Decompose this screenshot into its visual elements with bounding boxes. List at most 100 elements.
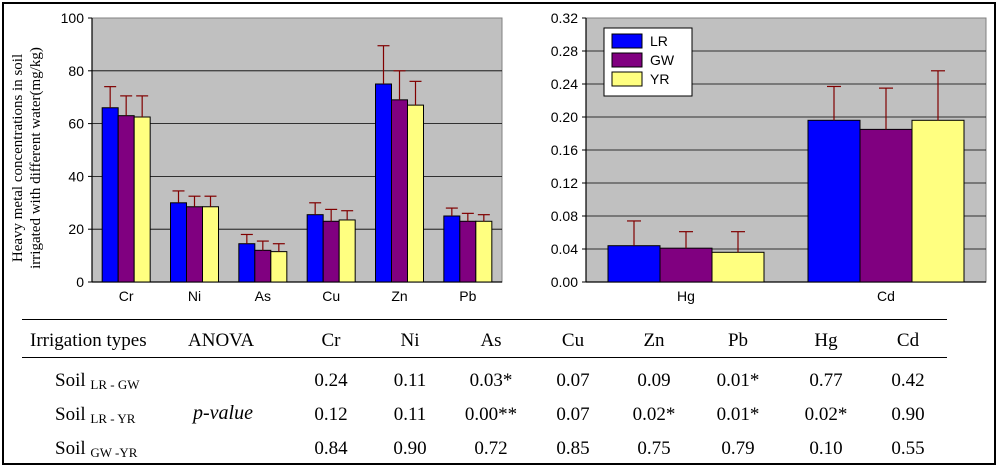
cell-value: 0.07 — [556, 404, 590, 425]
row-subscript: GW -YR — [90, 445, 138, 460]
y-tick-label: 0.24 — [551, 76, 578, 92]
y-tick-label: 0.16 — [551, 142, 578, 158]
legend-swatch-gw — [611, 52, 643, 68]
bar-lr-zn — [375, 83, 392, 283]
y-tick-label: 0.12 — [551, 175, 578, 191]
bar-yr-pb — [475, 220, 493, 283]
bar-yr-as — [270, 251, 288, 283]
y-tick-label: 0 — [76, 274, 84, 290]
cell-value: 0.24 — [314, 370, 348, 391]
bar-lr-hg — [607, 245, 661, 283]
cell-value: 0.72 — [474, 438, 508, 459]
bar-lr-cu — [306, 214, 324, 283]
row-prefix: Soil — [55, 404, 86, 425]
bar-yr-zn — [407, 104, 424, 283]
cell-value: 0.02* — [804, 404, 848, 425]
cell-value: 0.10 — [809, 438, 843, 459]
legend-swatch-lr — [611, 33, 643, 49]
row-label-lr-gw: Soil LR - GW — [55, 370, 139, 393]
cell-value: 0.90 — [393, 438, 427, 459]
x-tick-label-cu: Cu — [322, 288, 340, 304]
x-tick-label-zn: Zn — [391, 288, 407, 304]
bar-yr-cu — [338, 219, 356, 283]
cell-value: 0.77 — [809, 370, 843, 391]
cell-value: 0.84 — [314, 438, 348, 459]
x-tick-label-ni: Ni — [188, 288, 201, 304]
chart-legend: LR GW YR — [603, 27, 693, 97]
bar-gw-zn — [391, 99, 408, 283]
y-tick-label: 0.28 — [551, 43, 578, 59]
cell-value: 0.07 — [556, 370, 590, 391]
y-tick-label: 40 — [68, 168, 84, 184]
col-header-zn: Zn — [643, 330, 665, 351]
cell-value: 0.75 — [637, 438, 671, 459]
left-bar-chart: 0 20 40 60 80 100 Cr Ni As Cu Zn Pb — [61, 10, 503, 304]
bar-gw-cd — [859, 128, 913, 283]
row-prefix: Soil — [55, 370, 86, 391]
cell-value: 0.11 — [393, 370, 427, 391]
bar-lr-cd — [807, 119, 861, 283]
bar-yr-ni — [202, 206, 219, 283]
cell-value: 0.00** — [464, 404, 518, 425]
bar-lr-as — [238, 243, 256, 283]
y-axis-label-line2: irrigated with different water(mg/kg) — [28, 47, 44, 269]
header-anova: ANOVA — [188, 330, 255, 351]
cell-value: 0.42 — [891, 370, 925, 391]
y-tick-label: 20 — [68, 221, 84, 237]
y-tick-label: 100 — [61, 10, 85, 26]
bar-yr-cd — [911, 119, 965, 283]
col-header-as: As — [480, 330, 502, 351]
x-tick-label-hg: Hg — [677, 288, 695, 304]
bar-gw-hg — [659, 247, 713, 283]
bar-lr-cr — [101, 107, 119, 283]
legend-swatch-yr — [611, 71, 643, 87]
anova-table: Irrigation types ANOVA Cr Ni As Cu Zn Pb… — [0, 316, 1000, 466]
bar-gw-as — [254, 249, 272, 283]
y-tick-label: 0.08 — [551, 208, 578, 224]
row-label-gw-yr: Soil GW -YR — [55, 438, 137, 461]
y-tick-label: 0.20 — [551, 109, 578, 125]
col-header-pb: Pb — [727, 330, 749, 351]
y-tick-label: 60 — [68, 116, 84, 132]
cell-value: 0.01* — [716, 404, 760, 425]
bar-gw-cu — [322, 220, 340, 283]
table-header-rule — [22, 357, 947, 358]
col-header-cr: Cr — [321, 330, 341, 351]
row-label-lr-yr: Soil LR - YR — [55, 404, 135, 427]
legend-label-yr: YR — [650, 71, 669, 87]
cell-value: 0.12 — [314, 404, 348, 425]
cell-value: 0.01* — [716, 370, 760, 391]
cell-value: 0.79 — [721, 438, 755, 459]
pvalue-label: p-value — [193, 402, 253, 424]
cell-value: 0.55 — [891, 438, 925, 459]
bar-lr-ni — [170, 202, 187, 283]
y-tick-label: 0.04 — [551, 241, 578, 257]
row-subscript: LR - GW — [90, 377, 140, 392]
plot-background — [91, 17, 503, 283]
y-tick-label: 0.00 — [551, 274, 578, 290]
bar-gw-ni — [186, 206, 203, 283]
bar-yr-cr — [133, 116, 151, 283]
col-header-hg: Hg — [814, 330, 838, 351]
x-tick-label-as: As — [255, 288, 271, 304]
col-header-cd: Cd — [896, 330, 920, 351]
cell-value: 0.11 — [393, 404, 427, 425]
bar-gw-pb — [459, 220, 477, 283]
x-tick-label-pb: Pb — [459, 288, 476, 304]
cell-value: 0.90 — [891, 404, 925, 425]
right-bar-chart: 0.00 0.04 0.08 0.12 0.16 0.20 0.24 0.28 0.32 Hg Cd… — [551, 10, 987, 304]
col-header-cu: Cu — [561, 330, 585, 351]
x-tick-label-cd: Cd — [877, 288, 895, 304]
bar-lr-pb — [443, 215, 461, 283]
cell-value: 0.09 — [637, 370, 671, 391]
header-irrigation-types: Irrigation types — [30, 330, 147, 351]
table-top-rule — [22, 319, 947, 320]
charts-area: 0 20 40 60 80 100 Cr Ni As Cu Zn Pb 0.00 0.04 0.08 0.1… — [10, 10, 987, 304]
cell-value: 0.03* — [469, 370, 513, 391]
y-tick-label: 0.32 — [551, 10, 578, 26]
cell-value: 0.85 — [556, 438, 590, 459]
legend-label-gw: GW — [650, 52, 675, 68]
legend-label-lr: LR — [650, 33, 668, 49]
bar-gw-cr — [117, 115, 135, 283]
row-prefix: Soil — [55, 438, 86, 459]
